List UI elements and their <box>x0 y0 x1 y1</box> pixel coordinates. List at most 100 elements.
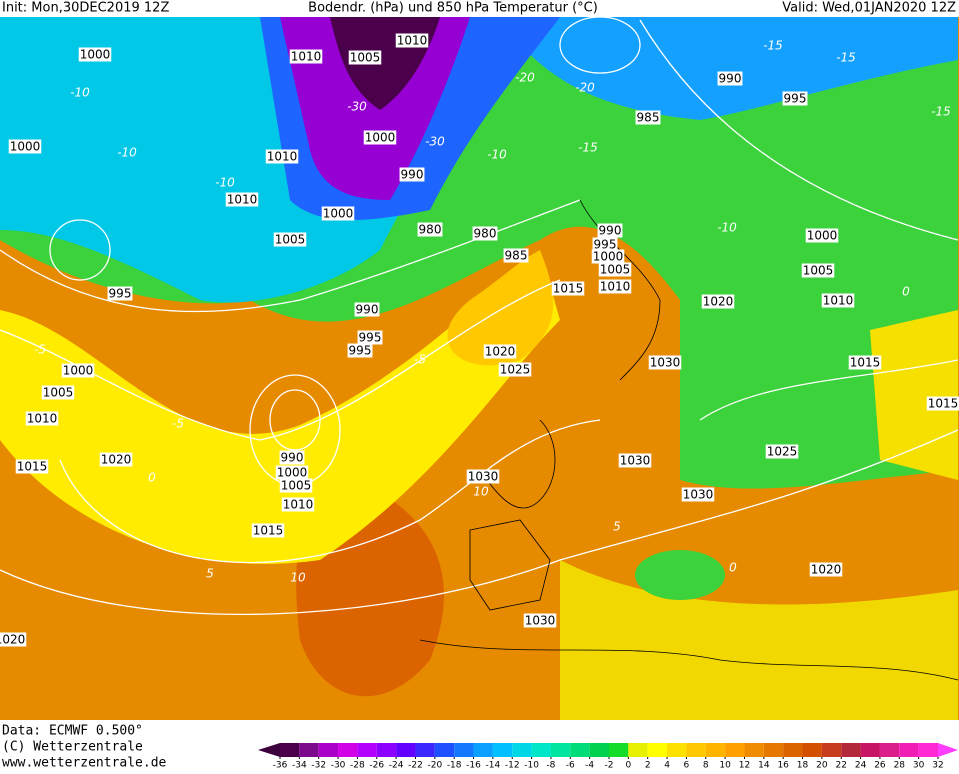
isobar-label-box <box>363 130 397 145</box>
colorbar-tick-label: 0 <box>625 761 631 771</box>
isobar-label-box <box>498 362 532 377</box>
temperature-label: -5 <box>414 353 426 367</box>
isobar-label-box <box>809 562 843 577</box>
temperature-label: -15 <box>763 39 783 53</box>
temperature-label: -15 <box>931 105 951 119</box>
isobar-label-box <box>15 459 49 474</box>
isobar-label: 980 <box>474 227 497 241</box>
isobar-label: 1000 <box>277 466 308 480</box>
colorbar-segment <box>280 743 300 757</box>
isobar-label: 985 <box>637 111 660 125</box>
colorbar-segment <box>821 743 842 757</box>
isobar-label-box <box>821 293 855 308</box>
isobar-label: 1025 <box>767 445 798 459</box>
colorbar-segment <box>570 743 590 757</box>
isobar-label: 990 <box>599 224 622 238</box>
isobar-label-box <box>848 355 882 370</box>
temperature-label: -15 <box>578 141 598 155</box>
isobar-label: 1000 <box>10 140 41 154</box>
colorbar-segment <box>531 743 551 757</box>
colorbar-segment <box>338 743 358 757</box>
isobar-label: 1015 <box>17 460 48 474</box>
isobar-label-box <box>503 248 529 263</box>
temperature-label: 5 <box>206 567 214 581</box>
colorbar-tick-label: 12 <box>739 761 750 771</box>
colorbar-tick-label: 2 <box>645 761 651 771</box>
colorbar-tick-label: -16 <box>466 761 481 771</box>
coastline <box>479 419 556 509</box>
colorbar-segment <box>434 743 455 757</box>
isobar-label: 1030 <box>683 488 714 502</box>
isobar-label-box <box>701 294 735 309</box>
colorbar-tick-label: -10 <box>524 761 539 771</box>
isobar-label: 1000 <box>80 48 111 62</box>
colorbar-tick-label: -36 <box>273 761 288 771</box>
isobar-label: 1025 <box>500 363 531 377</box>
yellow-area <box>870 310 958 480</box>
isobar-label: 1010 <box>283 498 314 512</box>
isobar-label-box <box>765 444 799 459</box>
isobar-label: 985 <box>505 249 528 263</box>
colorbar-low-arrow <box>258 743 280 757</box>
isobar <box>269 389 321 451</box>
temperature-label: -10 <box>215 176 235 190</box>
colorbar-tick-label: 30 <box>913 761 925 771</box>
temperature-label: -10 <box>70 86 90 100</box>
colorbar-segment <box>299 743 319 757</box>
temperature-label: 0 <box>148 471 156 485</box>
isobar-label: 1000 <box>365 131 396 145</box>
colorbar-segment <box>647 743 668 757</box>
isobar-label: 995 <box>594 238 617 252</box>
colorbar-tick-label: 28 <box>894 761 906 771</box>
isobar-label-box <box>466 469 500 484</box>
isobar-label: 1030 <box>525 614 556 628</box>
isobar-label-box <box>681 487 715 502</box>
isobar-label-box <box>399 167 425 182</box>
coastline <box>419 639 959 681</box>
isobar-label: 1015 <box>850 356 881 370</box>
isobar-label-box <box>8 139 42 154</box>
colorbar-tick-label: -28 <box>350 761 365 771</box>
colorbar-segment <box>763 743 784 757</box>
colorbar-tick-label: -20 <box>427 761 442 771</box>
colorbar-tick-label: -12 <box>505 761 520 771</box>
isobar-label-box <box>78 47 112 62</box>
isobar-label: 1005 <box>281 479 312 493</box>
colorbar-segment <box>492 743 513 757</box>
isobar-label-box <box>107 286 133 301</box>
colorbar-high-arrow <box>938 743 958 757</box>
isobar-label: 1010 <box>227 193 258 207</box>
colorbar-tick-label: -8 <box>546 761 555 771</box>
isobar <box>639 19 959 241</box>
isobar-label-box <box>395 33 429 48</box>
temperature-label: -30 <box>347 100 367 114</box>
colorbar-segment <box>879 743 900 757</box>
colorbar-tick-label: 8 <box>703 761 709 771</box>
isobar-label-box <box>354 302 380 317</box>
colorbar-tick-label: 24 <box>855 761 867 771</box>
isobar <box>49 219 111 281</box>
colorbar-tick-label: -32 <box>311 761 326 771</box>
header-bar <box>0 0 959 17</box>
colorbar-segment <box>860 743 880 757</box>
isobar-label: 1010 <box>600 280 631 294</box>
isobar-label: 1030 <box>468 470 499 484</box>
yellow-band <box>0 250 560 564</box>
isobar-label: 990 <box>281 451 304 465</box>
colorbar-tick-label: 14 <box>758 761 770 771</box>
isobar-label: 1010 <box>267 150 298 164</box>
isobar-label-box <box>926 396 959 411</box>
isobar-label: 1020 <box>0 633 25 647</box>
isobar-label: 995 <box>359 331 382 345</box>
isobar <box>0 429 959 616</box>
colorbar-segment <box>802 743 822 757</box>
colorbar-segment <box>686 743 706 757</box>
colorbar-tick-label: -2 <box>605 761 614 771</box>
blue-area <box>500 17 958 120</box>
temperature-label: -5 <box>172 417 184 431</box>
isobar-label: 1005 <box>275 233 306 247</box>
isobar <box>59 419 601 564</box>
isobar-label-box <box>61 363 95 378</box>
green-area <box>635 550 725 600</box>
isobar-label: 980 <box>419 223 442 237</box>
